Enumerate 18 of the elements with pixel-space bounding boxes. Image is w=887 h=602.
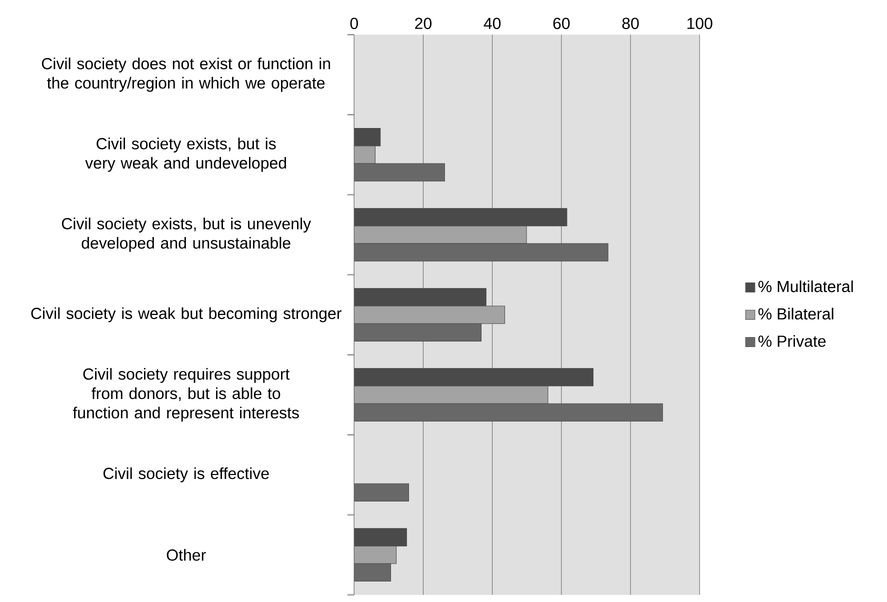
y-tick-label: Civil society is effective	[103, 468, 269, 483]
x-tick-label: 20	[415, 18, 432, 30]
y-tick-label: Civil society exists, but is very weak and undeveloped	[85, 138, 286, 172]
x-tick-label: 100	[687, 18, 712, 30]
bar	[354, 564, 392, 582]
bar	[354, 484, 409, 502]
y-tick-label: Other	[166, 549, 206, 561]
x-tick-label: 80	[622, 18, 639, 30]
legend-label: % Private	[758, 335, 826, 348]
y-tick-label: Civil society does not exist or function in the country/region in which we operate	[42, 58, 330, 92]
x-tick-label: 0	[350, 18, 358, 30]
y-tick-label: Civil society exists, but is unevenly developed and unsustainable	[62, 218, 312, 252]
y-tick-label: Civil society requires support from donors, but is able to function and represent interests	[72, 368, 299, 422]
x-tick-label: 40	[484, 18, 501, 30]
y-tick-label: Civil society is weak but becoming stronger	[31, 308, 342, 322]
x-tick-label: 60	[553, 18, 570, 30]
legend-label: % Multilateral	[758, 280, 853, 292]
legend-label: % Bilateral	[758, 308, 834, 320]
